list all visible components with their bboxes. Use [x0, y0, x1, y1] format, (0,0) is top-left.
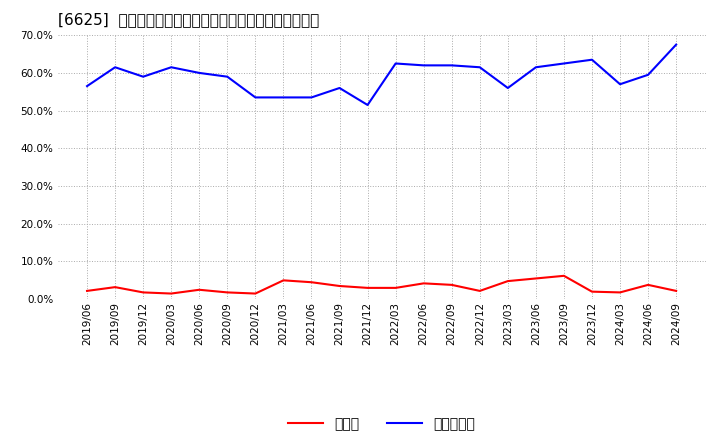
有利子負債 — [223, 74, 232, 79]
Line: 有利子負債: 有利子負債 — [87, 44, 676, 105]
現預金 — [644, 282, 652, 287]
現預金 — [167, 291, 176, 296]
有利子負債 — [195, 70, 204, 76]
有利子負債 — [616, 81, 624, 87]
有利子負債 — [167, 65, 176, 70]
現預金 — [364, 285, 372, 290]
有利子負債 — [364, 103, 372, 108]
現預金 — [531, 276, 540, 281]
有利子負債 — [559, 61, 568, 66]
有利子負債 — [531, 65, 540, 70]
現預金 — [588, 289, 596, 294]
現預金 — [391, 285, 400, 290]
有利子負債 — [307, 95, 316, 100]
Text: [6625]  現預金、有利子負債の総資産に対する比率の推移: [6625] 現預金、有利子負債の総資産に対する比率の推移 — [58, 12, 319, 27]
現預金 — [307, 279, 316, 285]
現預金 — [447, 282, 456, 287]
現預金 — [336, 283, 344, 289]
有利子負債 — [251, 95, 260, 100]
現預金 — [279, 278, 288, 283]
有利子負債 — [447, 63, 456, 68]
有利子負債 — [336, 85, 344, 91]
Legend: 現預金, 有利子負債: 現預金, 有利子負債 — [289, 417, 474, 431]
現預金 — [195, 287, 204, 293]
有利子負債 — [83, 84, 91, 89]
現預金 — [251, 291, 260, 296]
現預金 — [223, 290, 232, 295]
有利子負債 — [588, 57, 596, 62]
有利子負債 — [672, 42, 680, 47]
Line: 現預金: 現預金 — [87, 276, 676, 293]
現預金 — [475, 288, 484, 293]
現預金 — [83, 288, 91, 293]
有利子負債 — [475, 65, 484, 70]
有利子負債 — [279, 95, 288, 100]
現預金 — [616, 290, 624, 295]
有利子負債 — [111, 65, 120, 70]
有利子負債 — [644, 72, 652, 77]
現預金 — [559, 273, 568, 279]
有利子負債 — [139, 74, 148, 79]
有利子負債 — [391, 61, 400, 66]
現預金 — [419, 281, 428, 286]
現預金 — [139, 290, 148, 295]
現預金 — [111, 285, 120, 290]
現預金 — [672, 288, 680, 293]
現預金 — [503, 279, 512, 284]
有利子負債 — [503, 85, 512, 91]
有利子負債 — [419, 63, 428, 68]
